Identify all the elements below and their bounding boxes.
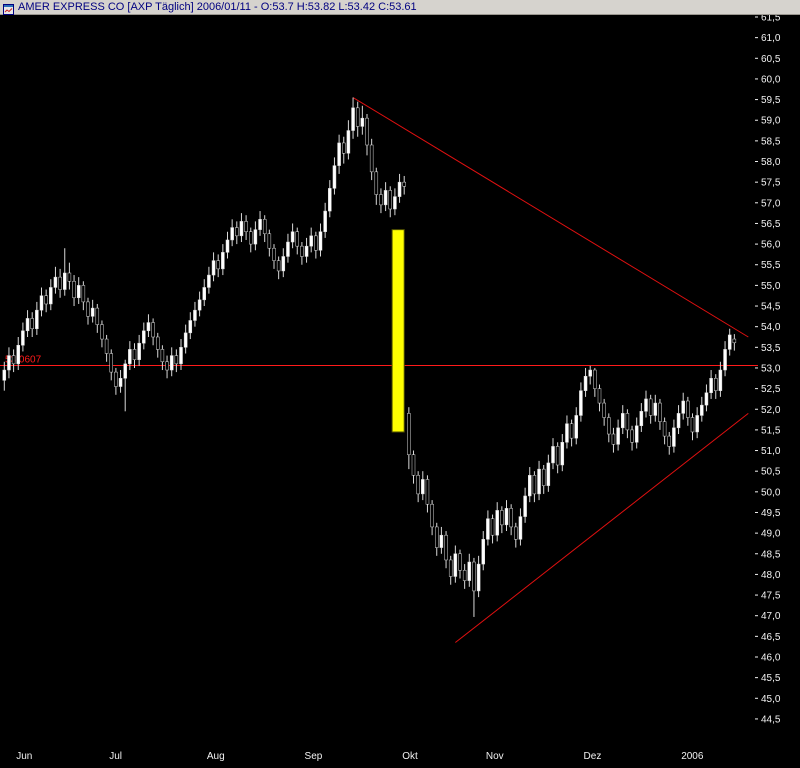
y-tick-label: 57,5 [761,178,781,189]
y-tick-label: 58,5 [761,136,781,147]
y-tick-label: 47,5 [761,591,781,602]
y-tick-label: 58,0 [761,157,781,168]
y-tick-label: 59,0 [761,116,781,127]
y-tick-label: 53,5 [761,343,781,354]
y-tick-label: 51,0 [761,446,781,457]
y-tick-label: 60,0 [761,74,781,85]
y-tick-label: 47,0 [761,611,781,622]
y-tick-label: 59,5 [761,95,781,106]
x-month-label: Nov [486,751,504,762]
candles [2,97,737,617]
title-bar[interactable]: AMER EXPRESS CO [AXP Täglich] 2006/01/11… [0,0,800,15]
y-tick-label: 56,5 [761,219,781,230]
y-tick-label: 48,5 [761,549,781,560]
x-month-label: Sep [305,751,323,762]
y-tick-label: 51,5 [761,425,781,436]
y-tick-label: 45,0 [761,694,781,705]
x-month-label: Dez [584,751,602,762]
x-month-label: 2006 [681,751,704,762]
y-tick-label: 55,0 [761,281,781,292]
y-tick-label: 55,5 [761,260,781,271]
y-tick-label: 54,5 [761,302,781,313]
y-tick-label: 46,5 [761,632,781,643]
y-tick-label: 54,0 [761,322,781,333]
y-tick-label: 45,5 [761,673,781,684]
y-tick-label: 44,5 [761,714,781,725]
y-tick-label: 57,0 [761,198,781,209]
y-tick-label: 60,5 [761,54,781,65]
x-month-label: Jun [16,751,32,762]
trendline-descending-resistance[interactable] [352,97,749,338]
y-tick-label: 61,0 [761,33,781,44]
y-tick-label: 53,0 [761,363,781,374]
y-tick-label: 50,0 [761,487,781,498]
y-tick-label: 49,5 [761,508,781,519]
x-month-label: Okt [402,751,418,762]
y-tick-label: 46,0 [761,652,781,663]
x-month-label: Aug [207,751,225,762]
y-tick-label: 52,5 [761,384,781,395]
highlight-box[interactable] [391,229,405,433]
chart-window-icon[interactable] [3,2,14,15]
y-tick-label: 52,0 [761,405,781,416]
x-month-label: Jul [109,751,122,762]
y-tick-label: 61,5 [761,15,781,24]
trendline-ascending-support[interactable] [455,412,749,643]
y-tick-label: 49,0 [761,529,781,540]
level-price-label: 53.0607 [5,354,42,365]
window-title: AMER EXPRESS CO [AXP Täglich] 2006/01/11… [18,1,417,13]
y-tick-label: 50,5 [761,467,781,478]
y-tick-label: 56,0 [761,240,781,251]
y-tick-label: 48,0 [761,570,781,581]
candlestick-chart[interactable]: 53.0607 61,5 61,0 60,5 60,0 59,5 59,0 58,5 58,0 5… [0,15,800,768]
